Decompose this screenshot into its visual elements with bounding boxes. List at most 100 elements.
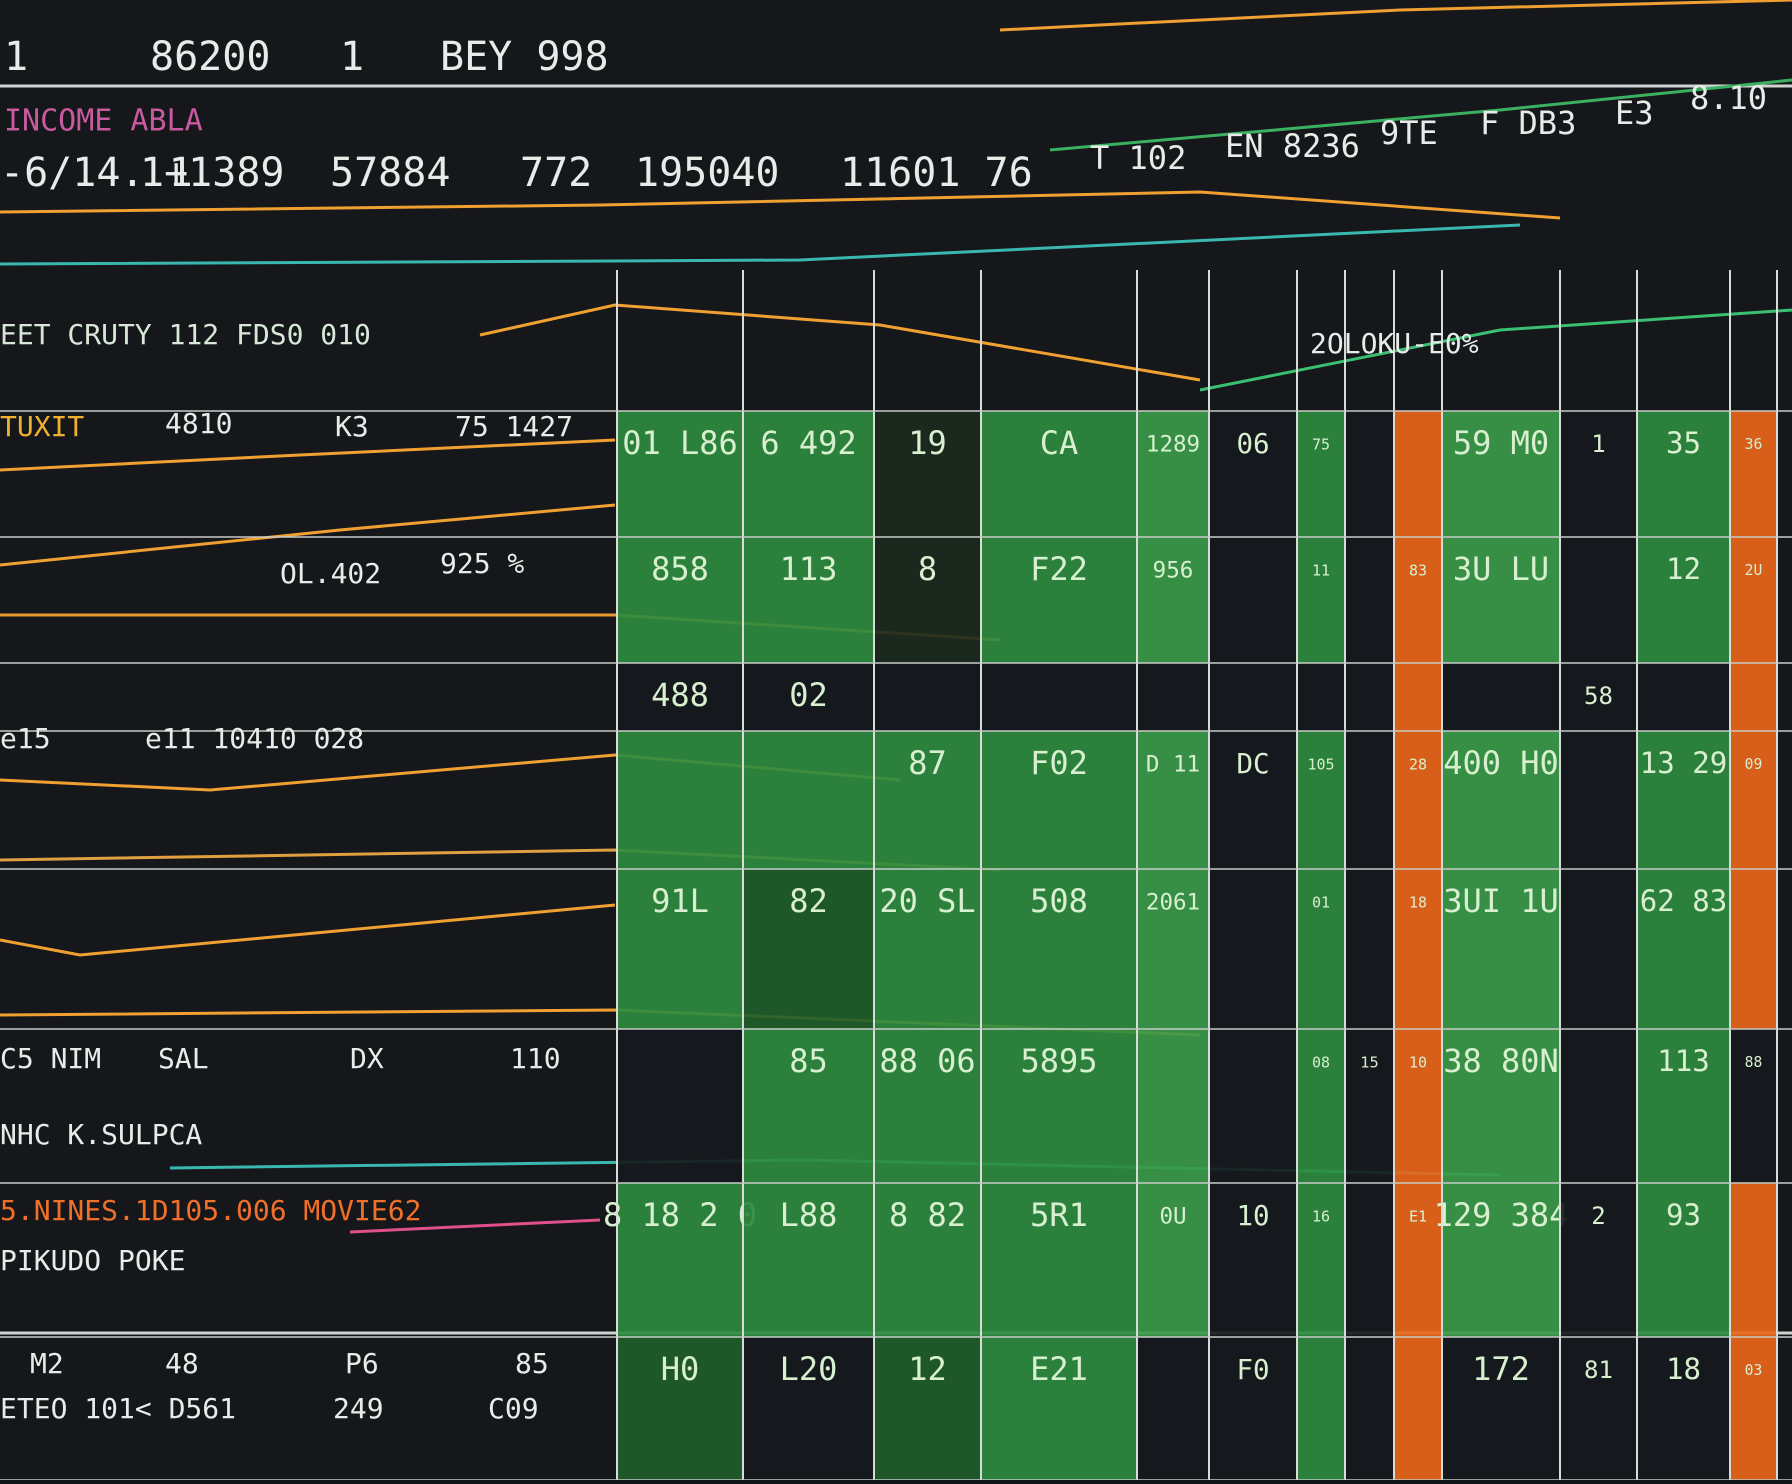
board-cell	[1637, 663, 1730, 731]
panel-label: e11 10410 028	[145, 722, 364, 755]
ticker-value: EN 8236	[1225, 127, 1360, 165]
cell-value: L20	[780, 1350, 838, 1388]
cell-value: 82	[789, 882, 828, 920]
panel-label: C5 NIM	[0, 1042, 101, 1075]
board-cell	[1209, 663, 1297, 731]
panel-label: 249	[333, 1392, 384, 1425]
board-cell	[1560, 1029, 1637, 1183]
ticker-value: 11601 76	[840, 150, 1033, 196]
board-cell	[1137, 1029, 1209, 1183]
cell-value: 81	[1584, 1356, 1613, 1384]
cell-value: L88	[780, 1196, 838, 1234]
board-cell	[1209, 1337, 1297, 1480]
trend-line	[0, 503, 616, 567]
cell-value: 91L	[651, 882, 709, 920]
panel-label: P6	[345, 1347, 379, 1380]
board-cell	[1345, 537, 1394, 663]
board-cell	[743, 1337, 874, 1480]
trend-line	[479, 303, 1201, 382]
board-cell	[1560, 537, 1637, 663]
cell-value: 01 L86	[622, 424, 738, 462]
cell-value: F02	[1030, 744, 1088, 782]
panel-label: DX	[350, 1042, 384, 1075]
board-cell	[617, 411, 743, 537]
board-cell	[1137, 537, 1209, 663]
cell-value: CA	[1040, 424, 1079, 462]
cell-value: 3U LU	[1453, 550, 1549, 588]
board-cell	[743, 663, 874, 731]
board-cell	[1209, 537, 1297, 663]
cell-value: 15	[1360, 1054, 1378, 1072]
board-cell	[1637, 1029, 1730, 1183]
header-text: 1	[340, 34, 364, 80]
cell-value: 508	[1030, 882, 1088, 920]
board-cell	[1442, 1029, 1560, 1183]
ticker-value: 57884	[330, 150, 450, 196]
cell-value: 11	[1312, 562, 1330, 580]
cell-value: 113	[780, 550, 838, 588]
board-cell	[874, 731, 981, 869]
cell-value: H0	[661, 1350, 700, 1388]
board-cell	[743, 1183, 874, 1337]
board-cell	[1730, 869, 1777, 1029]
cell-value: F22	[1030, 550, 1088, 588]
board-cell	[1209, 411, 1297, 537]
cell-value: 83	[1409, 562, 1427, 580]
board-cell	[981, 1183, 1137, 1337]
section-title: INCOME ABLA	[4, 104, 203, 139]
board-cell	[617, 731, 743, 869]
cell-value: 2	[1591, 1202, 1605, 1230]
board-cell	[1394, 1029, 1442, 1183]
panel-label: EET CRUTY 112 FDS0 010	[0, 318, 371, 351]
cell-value: 88 06	[879, 1042, 975, 1080]
ticker-value: 772	[520, 150, 592, 196]
board-cell	[874, 1337, 981, 1480]
board-cell	[1345, 869, 1394, 1029]
board-cell	[1137, 869, 1209, 1029]
board-cell	[1297, 537, 1345, 663]
cell-value: 58	[1584, 682, 1613, 710]
cell-value: 06	[1236, 428, 1269, 460]
cell-value: 956	[1153, 558, 1194, 584]
panel-label: 110	[510, 1042, 561, 1075]
ticker-value: F DB3	[1480, 104, 1576, 142]
board-cell	[1730, 411, 1777, 537]
trend-line	[349, 1218, 601, 1234]
cell-value: 02	[789, 676, 828, 714]
board-cell	[1394, 1337, 1442, 1480]
board-cell	[743, 731, 874, 869]
board-cell	[1394, 663, 1442, 731]
board-cell	[1637, 537, 1730, 663]
board-cell	[617, 1337, 743, 1480]
board-cell	[1137, 1183, 1209, 1337]
board-cell	[874, 869, 981, 1029]
board-cell	[1297, 731, 1345, 869]
cell-value: 858	[651, 550, 709, 588]
board-cell	[981, 869, 1137, 1029]
board-cell	[1137, 1337, 1209, 1480]
board-cell	[1394, 1183, 1442, 1337]
board-cell	[1560, 1183, 1637, 1337]
cell-value: 1289	[1146, 432, 1200, 458]
board-cell	[874, 411, 981, 537]
ticker-value: 8.10	[1690, 79, 1767, 117]
cell-value: 8 18 2 0	[603, 1196, 757, 1234]
cell-value: 88	[1745, 1054, 1763, 1071]
panel-label: C09	[488, 1392, 539, 1425]
panel-label: PIKUDO POKE	[0, 1244, 185, 1277]
board-cell	[874, 663, 981, 731]
board-cell	[1394, 869, 1442, 1029]
board-cell	[1637, 411, 1730, 537]
header-text: 86200	[150, 34, 270, 80]
board-cell	[743, 869, 874, 1029]
cell-value: 20 SL	[879, 882, 975, 920]
board-cell	[874, 537, 981, 663]
panel-label: 2OLOKU-E0%	[1310, 327, 1479, 360]
cell-value: 62 83	[1640, 884, 1727, 918]
cell-value: DC	[1236, 748, 1269, 780]
board-cell	[743, 411, 874, 537]
cell-value: E1	[1409, 1208, 1427, 1226]
cell-value: 59 M0	[1453, 424, 1549, 462]
cell-value: 0U	[1159, 1204, 1186, 1230]
